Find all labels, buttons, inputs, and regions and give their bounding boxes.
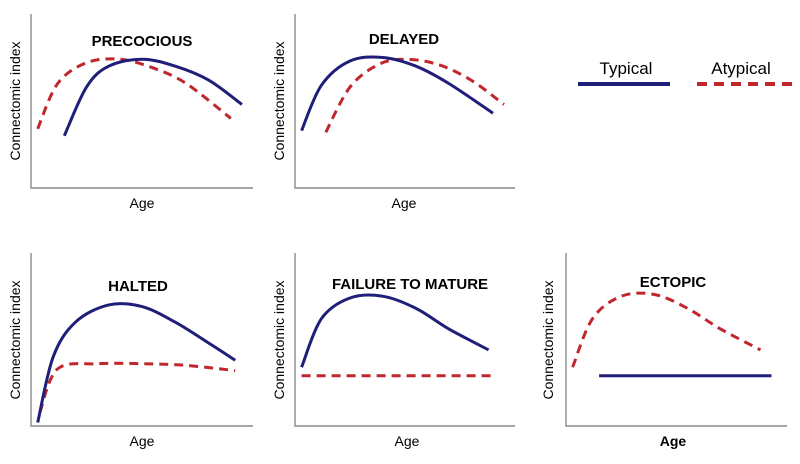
axes-halted <box>30 253 253 427</box>
title-delayed: DELAYED <box>369 31 439 48</box>
xlabel-halted: Age <box>130 433 155 449</box>
series-typical-failure-to-mature <box>300 293 490 368</box>
plot-area-failure-to-mature <box>300 293 493 378</box>
panel-delayed: DELAYED Age Connectomic index <box>271 14 515 211</box>
series-atypical-ectopic <box>571 291 762 368</box>
panel-halted: HALTED Age Connectomic index <box>7 253 253 449</box>
plot-area-halted <box>36 302 237 423</box>
series-typical-precocious <box>62 57 243 137</box>
legend-atypical-label: Atypical <box>711 59 771 78</box>
title-ectopic: ECTOPIC <box>640 274 707 291</box>
series-atypical-delayed <box>324 57 505 134</box>
plot-area-delayed <box>300 55 505 134</box>
axes-delayed <box>294 14 515 189</box>
title-precocious: PRECOCIOUS <box>92 33 193 50</box>
legend: Typical Atypical <box>578 59 792 86</box>
plot-area-precocious <box>36 57 243 137</box>
panel-ectopic: ECTOPIC Age Connectomic index <box>540 253 787 449</box>
axes-ectopic <box>565 253 787 427</box>
axes-failure-to-mature <box>294 253 515 427</box>
panel-precocious: PRECOCIOUS Age Connectomic index <box>7 14 253 211</box>
ylabel-precocious: Connectomic index <box>7 41 23 160</box>
series-atypical-precocious <box>36 57 232 130</box>
series-typical-delayed <box>300 55 494 132</box>
title-failure-to-mature: FAILURE TO MATURE <box>332 276 488 293</box>
title-halted: HALTED <box>108 278 168 295</box>
xlabel-failure-to-mature: Age <box>395 433 420 449</box>
ylabel-ectopic: Connectomic index <box>540 280 556 399</box>
xlabel-ectopic: Age <box>660 433 687 449</box>
ylabel-halted: Connectomic index <box>7 280 23 399</box>
ylabel-delayed: Connectomic index <box>271 41 287 160</box>
plot-area-ectopic <box>571 291 772 378</box>
xlabel-precocious: Age <box>130 195 155 211</box>
xlabel-delayed: Age <box>392 195 417 211</box>
ylabel-failure-to-mature: Connectomic index <box>271 280 287 399</box>
axes-precocious <box>30 14 253 189</box>
legend-typical-label: Typical <box>600 59 653 78</box>
series-atypical-halted <box>38 361 236 413</box>
panel-failure-to-mature: FAILURE TO MATURE Age Connectomic index <box>271 253 515 449</box>
series-typical-halted <box>36 302 237 423</box>
